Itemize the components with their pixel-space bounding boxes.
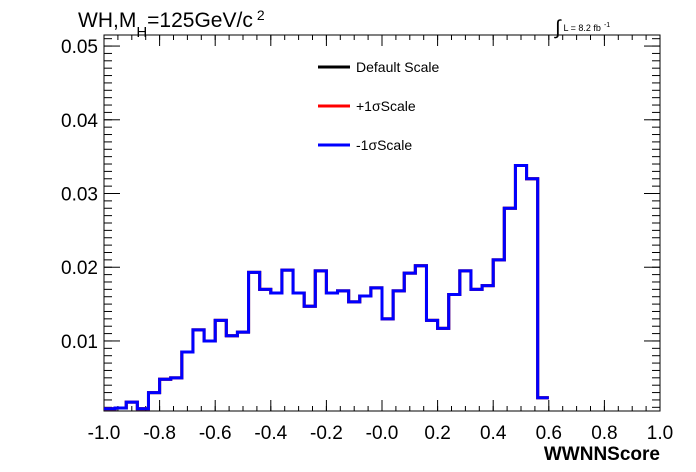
integral-sign: ∫ xyxy=(554,17,562,39)
x-tick-label: 0.6 xyxy=(536,423,562,444)
x-tick-labels: -1.0 -0.8 -0.6 -0.4 -0.2 -0.0 0.2 0.4 0.6 0.8 1.0 xyxy=(88,423,674,444)
x-tick-label: 0.4 xyxy=(480,423,507,444)
chart-title: WH,MH=125GeV/c 2 xyxy=(78,7,265,41)
luminosity-label: ∫ L = 8.2 fb -1 xyxy=(554,17,610,39)
y-tick-label: 0.03 xyxy=(61,185,98,206)
x-tick-label: -0.4 xyxy=(254,423,287,444)
series-layer xyxy=(104,163,549,411)
x-tick-label: -0.0 xyxy=(366,423,399,444)
y-tick-label: 0.05 xyxy=(61,37,98,58)
series-minus1sigma-scale xyxy=(104,163,549,411)
y-tick-label: 0.04 xyxy=(61,111,98,132)
legend-label-default: Default Scale xyxy=(356,59,439,75)
y-tick-labels: 0.01 0.02 0.03 0.04 0.05 xyxy=(61,37,98,353)
x-tick-label: -1.0 xyxy=(88,423,121,444)
x-tick-label: 1.0 xyxy=(647,423,673,444)
x-axis-label: WWNNScore xyxy=(544,444,660,465)
axis-ticks xyxy=(103,35,661,411)
x-tick-label: 0.2 xyxy=(424,423,450,444)
legend-label-minus1sigma: -1σScale xyxy=(356,137,412,153)
legend-label-plus1sigma: +1σScale xyxy=(356,98,416,114)
x-tick-label: 0.8 xyxy=(591,423,617,444)
x-tick-label: -0.6 xyxy=(199,423,232,444)
title-superscript: 2 xyxy=(257,7,265,23)
title-subscript: H xyxy=(136,24,147,41)
luminosity-text: L = 8.2 fb xyxy=(563,23,600,33)
legend: Default Scale +1σScale -1σScale xyxy=(318,59,439,153)
y-tick-label: 0.01 xyxy=(61,332,98,353)
title-prefix: WH,M xyxy=(78,9,136,32)
x-tick-label: -0.2 xyxy=(310,423,343,444)
title-value: =125GeV/c xyxy=(147,9,253,32)
luminosity-superscript: -1 xyxy=(604,22,610,29)
x-tick-label: -0.8 xyxy=(143,423,176,444)
y-tick-label: 0.02 xyxy=(61,258,98,279)
